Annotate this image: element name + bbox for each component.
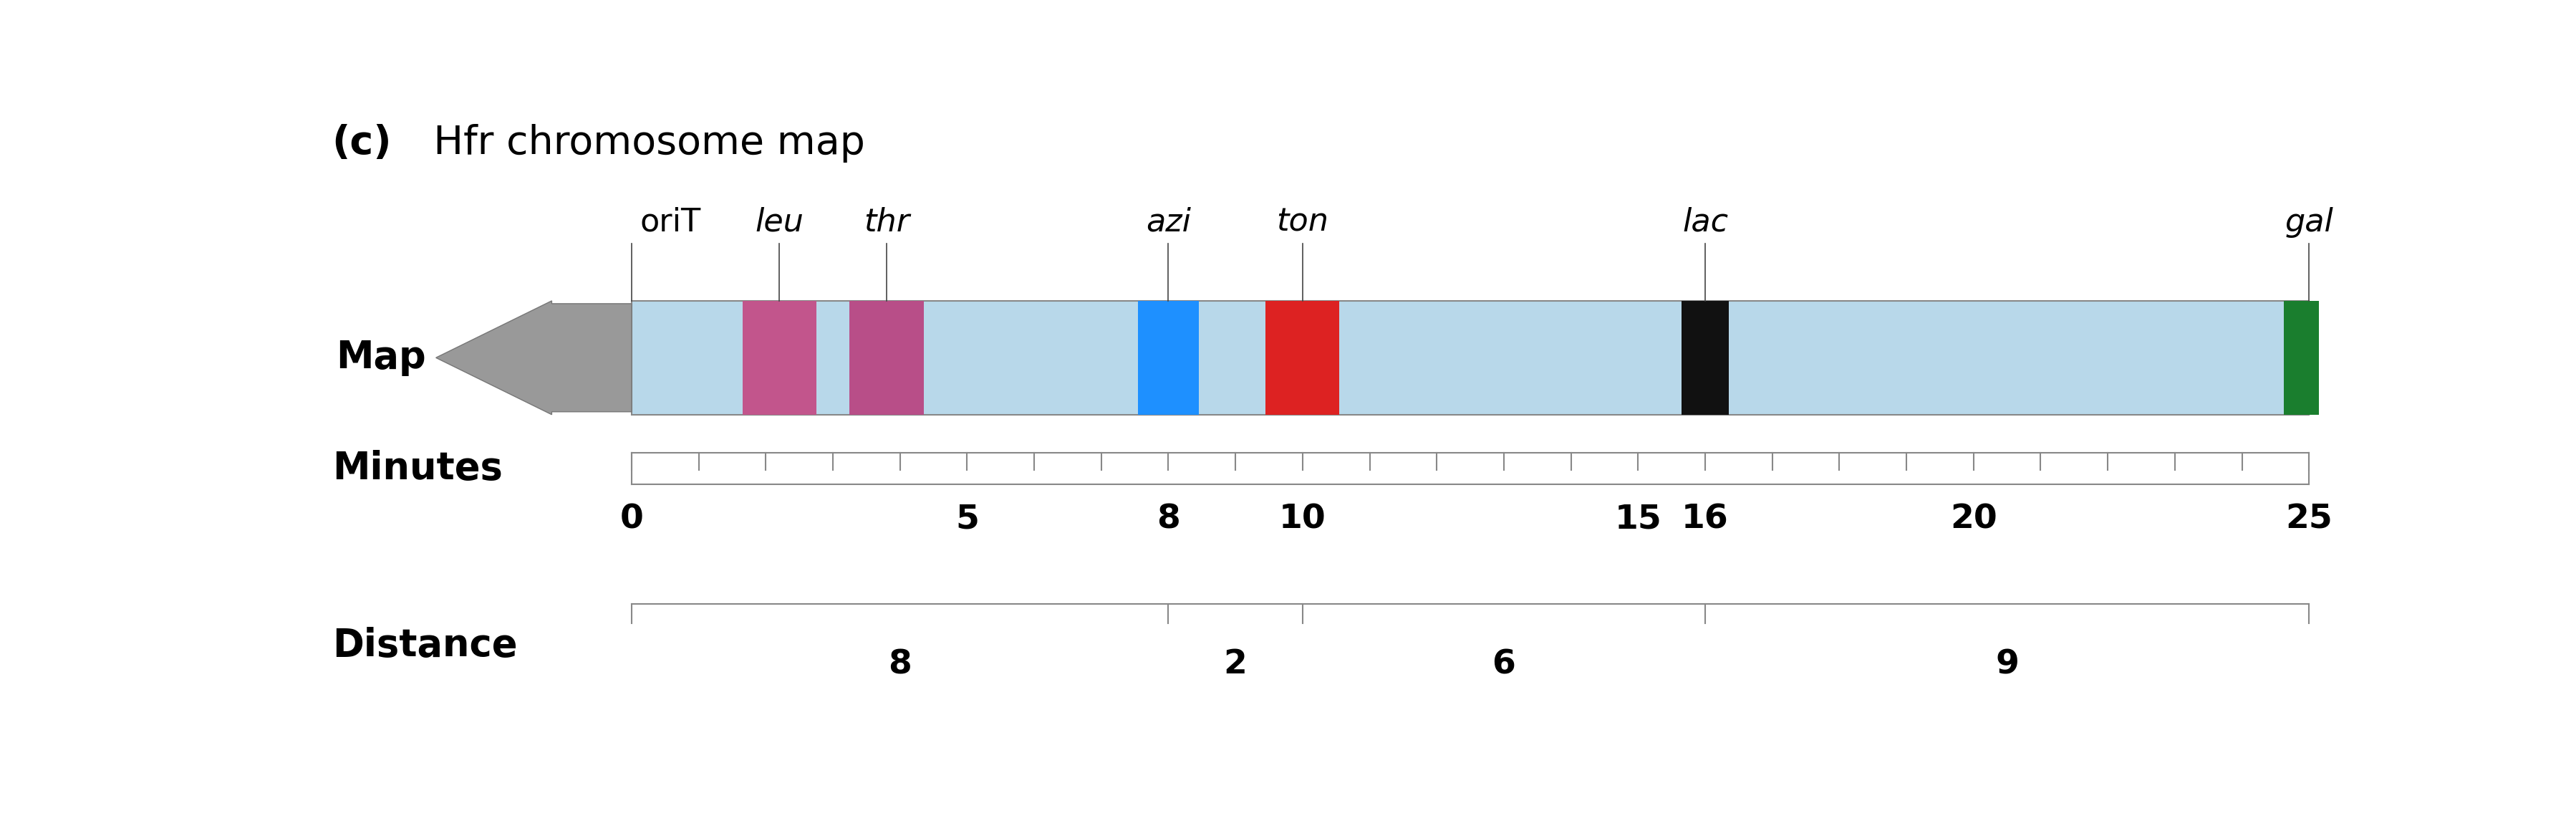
Text: 25: 25 <box>2285 503 2331 535</box>
Text: 8: 8 <box>1157 503 1180 535</box>
Bar <box>1682 300 1728 415</box>
Text: Map: Map <box>335 339 425 376</box>
Text: leu: leu <box>755 207 804 237</box>
Text: 0: 0 <box>621 503 644 535</box>
Text: 5: 5 <box>956 503 979 535</box>
Text: thr: thr <box>863 207 909 237</box>
Text: Hfr chromosome map: Hfr chromosome map <box>407 124 866 163</box>
Text: Minutes: Minutes <box>332 450 502 487</box>
Text: ton: ton <box>1275 207 1329 237</box>
Text: gal: gal <box>2285 207 2334 237</box>
Text: 9: 9 <box>1994 649 2020 681</box>
Bar <box>1139 300 1198 415</box>
Bar <box>631 300 2308 415</box>
FancyArrow shape <box>435 300 631 415</box>
Bar <box>850 300 922 415</box>
Bar <box>1265 300 1340 415</box>
Text: 16: 16 <box>1682 503 1728 535</box>
Text: Distance: Distance <box>332 626 518 664</box>
Text: azi: azi <box>1146 207 1190 237</box>
Text: 15: 15 <box>1615 503 1662 535</box>
Text: 20: 20 <box>1950 503 1996 535</box>
Text: 6: 6 <box>1492 649 1515 681</box>
Text: 10: 10 <box>1278 503 1327 535</box>
Bar <box>2282 300 2334 415</box>
Text: 8: 8 <box>889 649 912 681</box>
Text: lac: lac <box>1682 207 1728 237</box>
Text: oriT: oriT <box>639 207 701 237</box>
Bar <box>742 300 817 415</box>
Text: 2: 2 <box>1224 649 1247 681</box>
Text: (c): (c) <box>332 124 392 163</box>
